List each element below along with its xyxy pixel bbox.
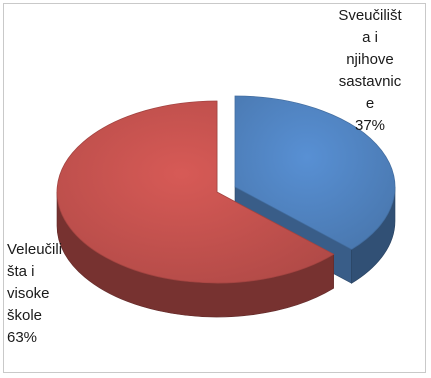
slice-label: Sveučilišt a i njihove sastavnic e 37% [338, 7, 402, 134]
pie-slice [56, 100, 335, 284]
pie-tops [56, 95, 396, 284]
pie-slice [234, 95, 396, 250]
slice-label: Veleučili šta i visoke škole 63% [7, 241, 62, 346]
